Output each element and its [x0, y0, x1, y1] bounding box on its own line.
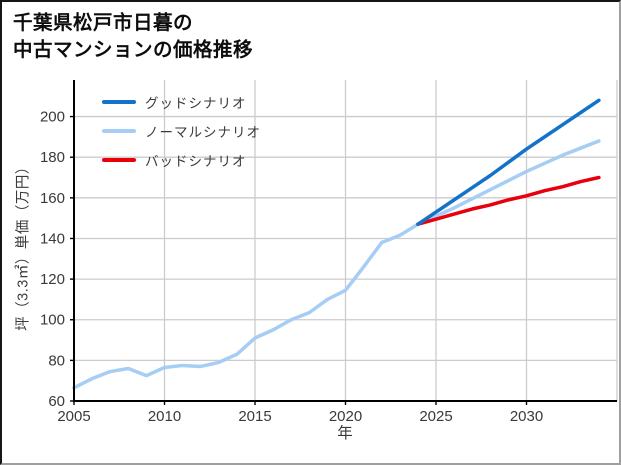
legend-swatch-bad — [102, 158, 136, 162]
y-tick-label: 200 — [40, 109, 65, 126]
legend-item-good: グッドシナリオ — [102, 95, 261, 111]
series-line-good — [416, 98, 601, 226]
legend-swatch-good — [102, 100, 136, 104]
y-tick-label: 120 — [40, 271, 65, 288]
x-axis-label: 年 — [337, 425, 353, 442]
legend: グッドシナリオ ノーマルシナリオ バッドシナリオ — [102, 95, 261, 169]
x-tick-label: 2015 — [238, 408, 271, 425]
legend-label-bad: バッドシナリオ — [145, 154, 247, 169]
chart-title-line1: 千葉県松戸市日暮の — [13, 12, 194, 34]
y-tick-label: 60 — [48, 393, 65, 410]
legend-label-normal: ノーマルシナリオ — [145, 125, 261, 140]
legend-swatch-normal — [102, 129, 136, 133]
y-tick-label: 80 — [48, 352, 65, 369]
chart-title-line2: 中古マンションの価格推移 — [13, 39, 254, 61]
series-line-bad — [416, 175, 601, 226]
legend-item-normal: ノーマルシナリオ — [102, 124, 261, 140]
x-tick-label: 2025 — [419, 408, 452, 425]
y-tick-label: 180 — [40, 149, 65, 166]
x-tick-label: 2005 — [57, 408, 90, 425]
x-tick-label: 2020 — [329, 408, 362, 425]
chart-title: 千葉県松戸市日暮の 中古マンションの価格推移 — [13, 10, 253, 64]
y-axis-label: 坪（3.3㎡）単価（万円） — [15, 159, 32, 331]
legend-label-good: グッドシナリオ — [145, 96, 247, 111]
x-tick-label: 2030 — [510, 408, 543, 425]
legend-item-bad: バッドシナリオ — [102, 153, 261, 169]
x-tick-label: 2010 — [148, 408, 181, 425]
y-tick-label: 160 — [40, 190, 65, 207]
y-tick-label: 140 — [40, 230, 65, 247]
series-line-normal — [72, 139, 601, 390]
y-tick-label: 100 — [40, 312, 65, 329]
